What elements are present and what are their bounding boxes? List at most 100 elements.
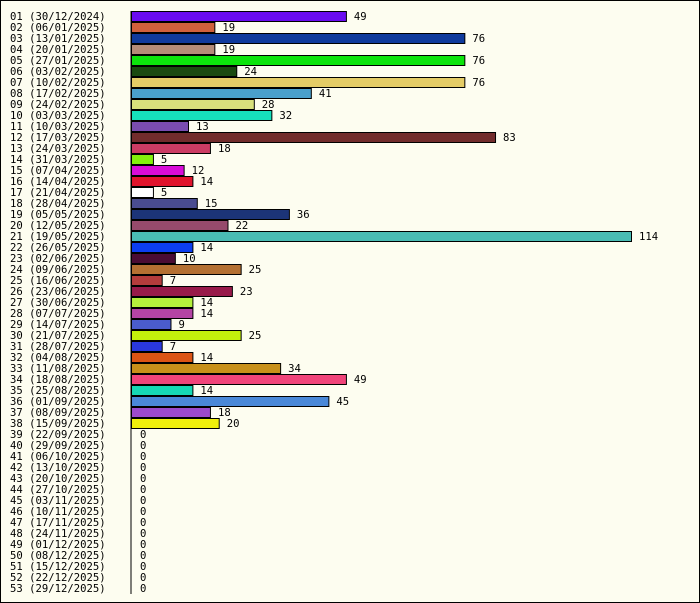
category-label: 50 (08/12/2025) xyxy=(10,550,106,562)
category-label: 28 (07/07/2025) xyxy=(10,308,106,320)
category-label: 29 (14/07/2025) xyxy=(10,319,106,331)
bar-value-label: 0 xyxy=(140,473,146,485)
category-label: 49 (01/12/2025) xyxy=(10,539,106,551)
category-label: 36 (01/09/2025) xyxy=(10,396,106,408)
bar-value-label: 0 xyxy=(140,572,146,584)
bar xyxy=(131,66,238,77)
bar-value-label: 0 xyxy=(140,517,146,529)
category-label: 03 (13/01/2025) xyxy=(10,33,106,45)
bar-value-label: 18 xyxy=(218,143,231,155)
bar xyxy=(131,110,273,121)
bar xyxy=(131,253,176,264)
bar xyxy=(131,264,242,275)
category-label: 31 (28/07/2025) xyxy=(10,341,106,353)
bar xyxy=(131,319,172,330)
category-label: 32 (04/08/2025) xyxy=(10,352,106,364)
bar xyxy=(131,308,194,319)
category-label: 15 (07/04/2025) xyxy=(10,165,106,177)
category-label: 46 (10/11/2025) xyxy=(10,506,106,518)
bar xyxy=(131,165,185,176)
category-label: 35 (25/08/2025) xyxy=(10,385,106,397)
category-label: 05 (27/01/2025) xyxy=(10,55,106,67)
bar-value-label: 12 xyxy=(192,165,205,177)
bar-value-label: 24 xyxy=(244,66,257,78)
bar-value-label: 76 xyxy=(472,33,485,45)
bar-value-label: 34 xyxy=(288,363,301,375)
bar-value-label: 10 xyxy=(183,253,196,265)
bar xyxy=(131,132,497,143)
category-label: 53 (29/12/2025) xyxy=(10,583,106,595)
bar xyxy=(131,44,216,55)
bar xyxy=(131,88,312,99)
bar-value-label: 0 xyxy=(140,495,146,507)
bar xyxy=(131,352,194,363)
category-label: 41 (06/10/2025) xyxy=(10,451,106,463)
bar-value-label: 83 xyxy=(503,132,516,144)
category-label: 07 (10/02/2025) xyxy=(10,77,106,89)
bar xyxy=(131,187,154,198)
bar-value-label: 0 xyxy=(140,528,146,540)
bar-value-label: 0 xyxy=(140,429,146,441)
bar-value-label: 76 xyxy=(472,77,485,89)
bar-value-label: 0 xyxy=(140,451,146,463)
bar-value-label: 0 xyxy=(140,462,146,474)
category-label: 44 (27/10/2025) xyxy=(10,484,106,496)
category-label: 11 (10/03/2025) xyxy=(10,121,106,133)
bar xyxy=(131,209,290,220)
bar xyxy=(131,154,154,165)
bar xyxy=(131,374,347,385)
category-label: 47 (17/11/2025) xyxy=(10,517,106,529)
bar-value-label: 41 xyxy=(319,88,332,100)
bar xyxy=(131,275,163,286)
bar xyxy=(131,220,229,231)
bar xyxy=(131,231,632,242)
bar xyxy=(131,407,211,418)
bar-value-label: 5 xyxy=(161,187,167,199)
bar-value-label: 0 xyxy=(140,550,146,562)
bar-value-label: 22 xyxy=(235,220,248,232)
category-label: 39 (22/09/2025) xyxy=(10,429,106,441)
bar xyxy=(131,11,347,22)
category-label: 12 (17/03/2025) xyxy=(10,132,106,144)
bar-value-label: 19 xyxy=(222,22,235,34)
category-label: 27 (30/06/2025) xyxy=(10,297,106,309)
bar-value-label: 0 xyxy=(140,539,146,551)
bar-value-label: 15 xyxy=(205,198,218,210)
category-label: 16 (14/04/2025) xyxy=(10,176,106,188)
bar-value-label: 76 xyxy=(472,55,485,67)
bar-value-label: 7 xyxy=(170,341,176,353)
category-label: 18 (28/04/2025) xyxy=(10,198,106,210)
category-label: 51 (15/12/2025) xyxy=(10,561,106,573)
bar-value-label: 20 xyxy=(227,418,240,430)
category-label: 09 (24/02/2025) xyxy=(10,99,106,111)
bar xyxy=(131,198,198,209)
bar xyxy=(131,77,466,88)
category-label: 23 (02/06/2025) xyxy=(10,253,106,265)
category-label: 26 (23/06/2025) xyxy=(10,286,106,298)
category-label: 13 (24/03/2025) xyxy=(10,143,106,155)
bar xyxy=(131,363,282,374)
bar xyxy=(131,341,163,352)
category-label: 17 (21/04/2025) xyxy=(10,187,106,199)
bar xyxy=(131,286,233,297)
bar-value-label: 32 xyxy=(279,110,292,122)
category-label: 10 (03/03/2025) xyxy=(10,110,106,122)
category-label: 24 (09/06/2025) xyxy=(10,264,106,276)
bar xyxy=(131,22,216,33)
category-label: 34 (18/08/2025) xyxy=(10,374,106,386)
bar-value-label: 49 xyxy=(354,11,367,23)
bar-value-label: 36 xyxy=(297,209,310,221)
category-label: 06 (03/02/2025) xyxy=(10,66,106,78)
bar-value-label: 0 xyxy=(140,484,146,496)
bar xyxy=(131,418,220,429)
bar-value-label: 13 xyxy=(196,121,209,133)
bar xyxy=(131,121,190,132)
category-label: 30 (21/07/2025) xyxy=(10,330,106,342)
bar xyxy=(131,33,466,44)
bar-value-label: 49 xyxy=(354,374,367,386)
category-label: 48 (24/11/2025) xyxy=(10,528,106,540)
bar-value-label: 114 xyxy=(639,231,658,243)
bar xyxy=(131,99,255,110)
